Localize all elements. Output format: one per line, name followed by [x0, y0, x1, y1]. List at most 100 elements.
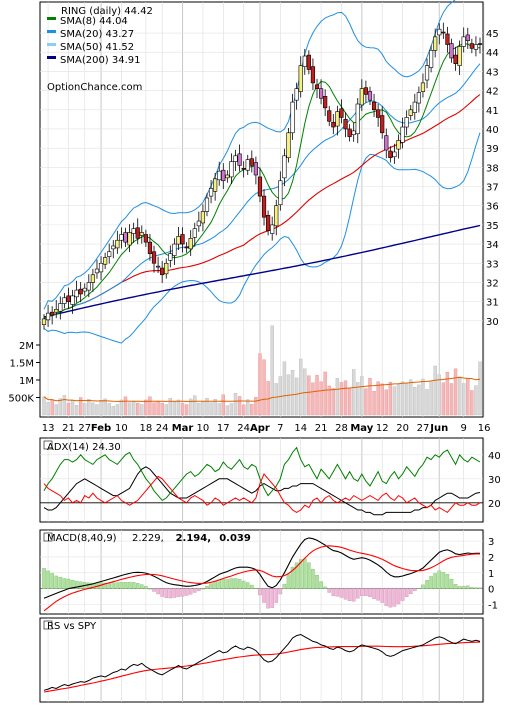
- macd-histogram-bar: [339, 588, 344, 598]
- price-axis-tick-label: 39: [486, 144, 499, 155]
- macd-histogram-bar: [417, 587, 421, 589]
- candle-body: [70, 295, 75, 305]
- adx-axis-tick-label: 40: [488, 451, 501, 462]
- volume-bar: [384, 389, 388, 416]
- bollinger-upper-line: [43, 0, 456, 310]
- volume-bar: [188, 398, 193, 416]
- volume-bar: [148, 396, 152, 416]
- candle-body: [233, 155, 238, 162]
- price-axis-tick-label: 37: [486, 183, 499, 194]
- candle-body: [429, 49, 434, 68]
- macd-histogram-bar: [474, 587, 478, 589]
- volume-bar: [380, 383, 384, 416]
- volume-bar: [360, 376, 364, 416]
- macd-histogram-bar: [123, 582, 128, 589]
- volume-bar: [46, 402, 50, 416]
- macd-histogram-bar: [351, 588, 356, 602]
- macd-histogram-bar: [164, 588, 169, 598]
- volume-bar: [429, 381, 433, 416]
- price-axis-tick-label: 33: [486, 259, 499, 270]
- candle-body: [103, 257, 108, 265]
- volume-bar: [388, 381, 393, 416]
- macd-histogram-bar: [245, 582, 250, 589]
- candle-body: [78, 288, 83, 295]
- macd-histogram-bar: [286, 574, 291, 589]
- volume-bar: [221, 394, 225, 416]
- macd-axis-tick-label: 3: [488, 537, 494, 548]
- macd-histogram-bar: [478, 587, 482, 589]
- volume-bar: [466, 378, 470, 416]
- volume-bar: [413, 387, 417, 416]
- candle-body: [388, 150, 393, 159]
- candle-body: [473, 44, 479, 50]
- volume-bar: [290, 370, 295, 416]
- candle-body: [449, 43, 454, 59]
- price-axis-tick-label: 32: [486, 278, 499, 289]
- volume-bar: [156, 400, 160, 416]
- volume-bar: [103, 398, 107, 416]
- macd-histogram-bar: [180, 588, 185, 597]
- volume-bar: [254, 396, 258, 416]
- volume-bar: [225, 405, 230, 416]
- price-axis-tick-label: 40: [486, 125, 499, 136]
- candle-body: [465, 34, 470, 41]
- candle-body: [50, 311, 55, 316]
- x-axis-tick-label: May: [350, 423, 373, 434]
- volume-bar: [262, 359, 266, 416]
- volume-bar: [172, 401, 177, 416]
- macd-histogram-bar: [70, 580, 75, 589]
- macd-histogram-bar: [172, 588, 177, 598]
- macd-histogram-bar: [449, 579, 454, 589]
- macd-histogram-bar: [311, 568, 315, 589]
- x-axis-tick-label: 27: [417, 423, 430, 434]
- volume-bar: [270, 325, 274, 416]
- candle-body: [457, 46, 462, 66]
- candle-body: [192, 228, 197, 238]
- macd-label-swatch: [43, 532, 53, 542]
- macd-histogram-bar: [135, 583, 140, 589]
- volume-bar: [404, 383, 409, 416]
- candle-body: [290, 101, 295, 134]
- price-axis-tick-label: 43: [486, 67, 499, 78]
- x-axis-tick-label: 24: [156, 423, 169, 434]
- volume-bar: [152, 402, 156, 416]
- candle-body: [245, 159, 250, 171]
- candle-body: [323, 96, 328, 109]
- adx-axis-tick-label: 30: [488, 475, 501, 486]
- candle-body: [225, 174, 230, 179]
- volume-bar: [115, 404, 120, 416]
- candle-body: [412, 101, 417, 113]
- macd-histogram-bar: [408, 588, 413, 594]
- volume-axis-tick-label: 1M: [19, 376, 34, 387]
- volume-bar: [453, 368, 458, 416]
- candle-body: [62, 297, 67, 304]
- macd-histogram-bar: [254, 587, 258, 589]
- volume-bar: [136, 402, 140, 416]
- macd-series-signal-line: [43, 545, 480, 612]
- candle-body: [343, 119, 348, 130]
- volume-average-line: [43, 376, 481, 402]
- candle-body: [408, 109, 413, 116]
- macd-histogram-bar: [168, 588, 173, 599]
- x-axis-tick-label: 21: [315, 423, 328, 434]
- candle-body: [131, 228, 136, 234]
- volume-bar: [351, 369, 356, 416]
- candle-body: [249, 158, 254, 166]
- candle-body: [351, 130, 356, 136]
- macd-histogram-bar: [413, 588, 417, 591]
- adx-series-DI-line: [43, 473, 481, 514]
- x-axis-tick-label: 20: [396, 423, 409, 434]
- candle-body: [363, 87, 369, 95]
- macd-histogram-bar: [294, 562, 299, 589]
- legend-entry-label: SMA(50) 41.52: [60, 42, 134, 53]
- candle-body: [278, 180, 283, 206]
- legend-entry-label: SMA(8) 44.04: [60, 16, 128, 27]
- volume-bar: [364, 388, 368, 416]
- candle-body: [314, 84, 320, 89]
- macd-histogram-bar: [111, 582, 116, 589]
- macd-histogram-bar: [148, 588, 152, 590]
- x-axis-tick-label: 16: [478, 423, 491, 434]
- candle-body: [168, 253, 173, 261]
- candle-body: [371, 101, 377, 111]
